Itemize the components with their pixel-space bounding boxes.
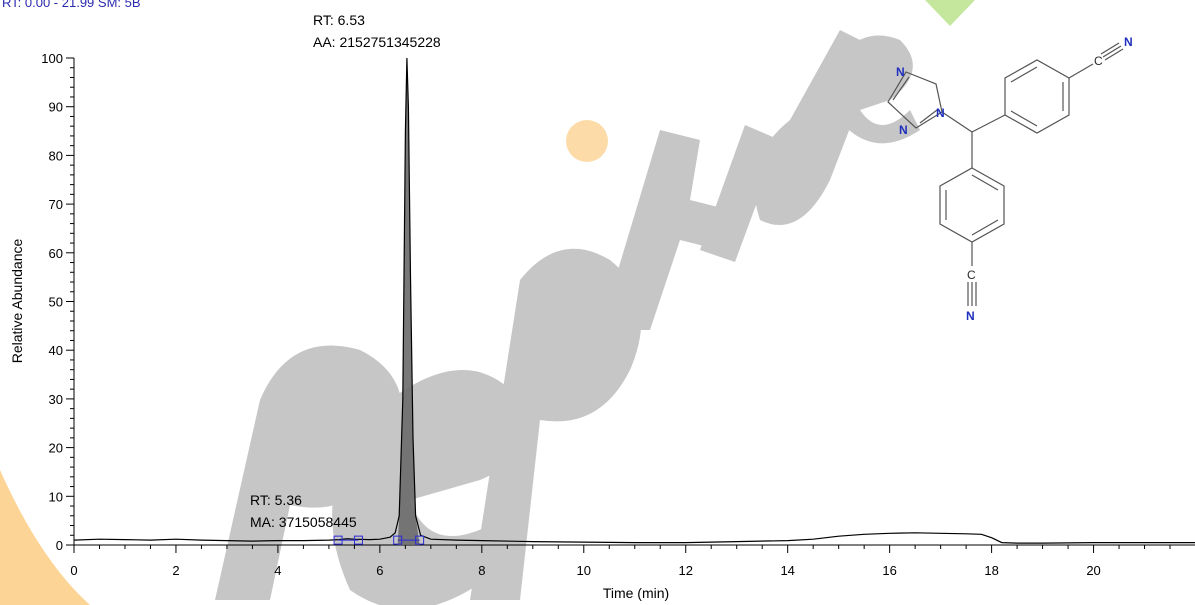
atom-n-top-cn: N [1124,35,1133,49]
watermark-letter-e [332,370,529,605]
peak-fills [397,58,420,545]
chemical-structure [887,42,1124,306]
atom-c-top: C [1094,54,1103,68]
atom-n-left: N [899,123,908,137]
x-tick-label: 2 [172,563,179,578]
atom-n-ring: N [936,106,945,120]
watermark-letter-p [215,345,403,600]
x-tick-label: 4 [274,563,281,578]
bond-ring1-c [1068,63,1094,79]
triazole-double-bond-2 [919,109,938,124]
y-axis-ticks: 0 10 20 30 40 50 60 70 80 90 100 [41,51,74,553]
x-tick-label: 6 [376,563,383,578]
bond-n-ch [941,111,973,133]
x-tick-label: 0 [70,563,77,578]
rt-range-value: 0.00 - 21.99 [24,0,95,10]
x-tick-label: 12 [678,563,692,578]
watermark-letter-d [754,30,880,225]
benzene-1-inner-a [1010,66,1038,83]
benzene-1-inner-c [1010,110,1038,127]
chromatogram-header: RT: 0.00 - 21.99 SM: 5B [2,0,141,10]
watermark-letter-p2 [470,248,642,600]
atom-n-bottom: N [966,309,975,323]
triple-bond-1a [1102,45,1122,58]
atom-n-top: N [896,65,905,79]
y-tick-label: 40 [49,343,63,358]
chromatogram-trace [73,57,1195,544]
peak-area-label: MA: 3715058445 [250,514,357,530]
x-tick-label: 10 [577,563,591,578]
x-tick-label: 20 [1086,563,1100,578]
bond-ch-ring1 [971,114,1006,133]
peak-rt-label: RT: 6.53 [313,12,365,28]
y-tick-label: 50 [49,295,63,310]
watermark-letters [215,30,920,605]
benzene-2-inner-a [971,174,999,191]
watermark-letter-t [600,130,730,330]
x-tick-label: 14 [780,563,794,578]
y-tick-label: 20 [49,441,63,456]
y-tick-label: 100 [41,51,63,66]
watermark-letter-e2 [820,35,920,144]
y-tick-label: 90 [49,100,63,115]
triazole-double-bond-1 [892,76,910,101]
y-tick-label: 60 [49,246,63,261]
peak-labels: RT: 6.53 AA: 2152751345228 RT: 5.36 MA: 371… [250,12,441,530]
sm-label: SM: [97,0,122,10]
rt-range-label: RT: [2,0,22,10]
peak-area-label: AA: 2152751345228 [313,34,441,50]
benzene-ring-2 [939,167,1005,243]
watermark-orange-corner [0,470,90,605]
peak-markers [333,535,425,545]
triple-bond-1b [1100,42,1120,55]
triazole-ring [887,71,943,129]
sm-value: 5B [124,0,141,10]
y-tick-label: 10 [49,489,63,504]
peak-fill [397,58,420,545]
x-axis-ticks: 0 2 4 6 8 10 12 14 16 18 20 [70,545,1171,578]
structure-atom-labels: N N N C N C N [896,35,1133,323]
peak-rt-label: RT: 5.36 [250,492,302,508]
watermark-logo [0,0,975,605]
x-tick-label: 16 [882,563,896,578]
atom-c-bottom: C [967,268,976,282]
x-axis-title: Time (min) [603,585,669,601]
y-tick-label: 30 [49,392,63,407]
y-tick-label: 0 [56,538,63,553]
y-tick-label: 80 [49,148,63,163]
benzene-2-inner-b [971,219,999,236]
watermark-green-leaf [925,0,975,26]
benzene-ring-1 [1004,59,1070,134]
y-axis-title: Relative Abundance [9,239,25,364]
x-tick-label: 8 [478,563,485,578]
y-tick-label: 70 [49,197,63,212]
watermark-letter-i [700,125,780,262]
triple-bond-1c [1104,48,1124,61]
watermark-orange-dot [566,120,608,162]
x-tick-label: 18 [984,563,998,578]
